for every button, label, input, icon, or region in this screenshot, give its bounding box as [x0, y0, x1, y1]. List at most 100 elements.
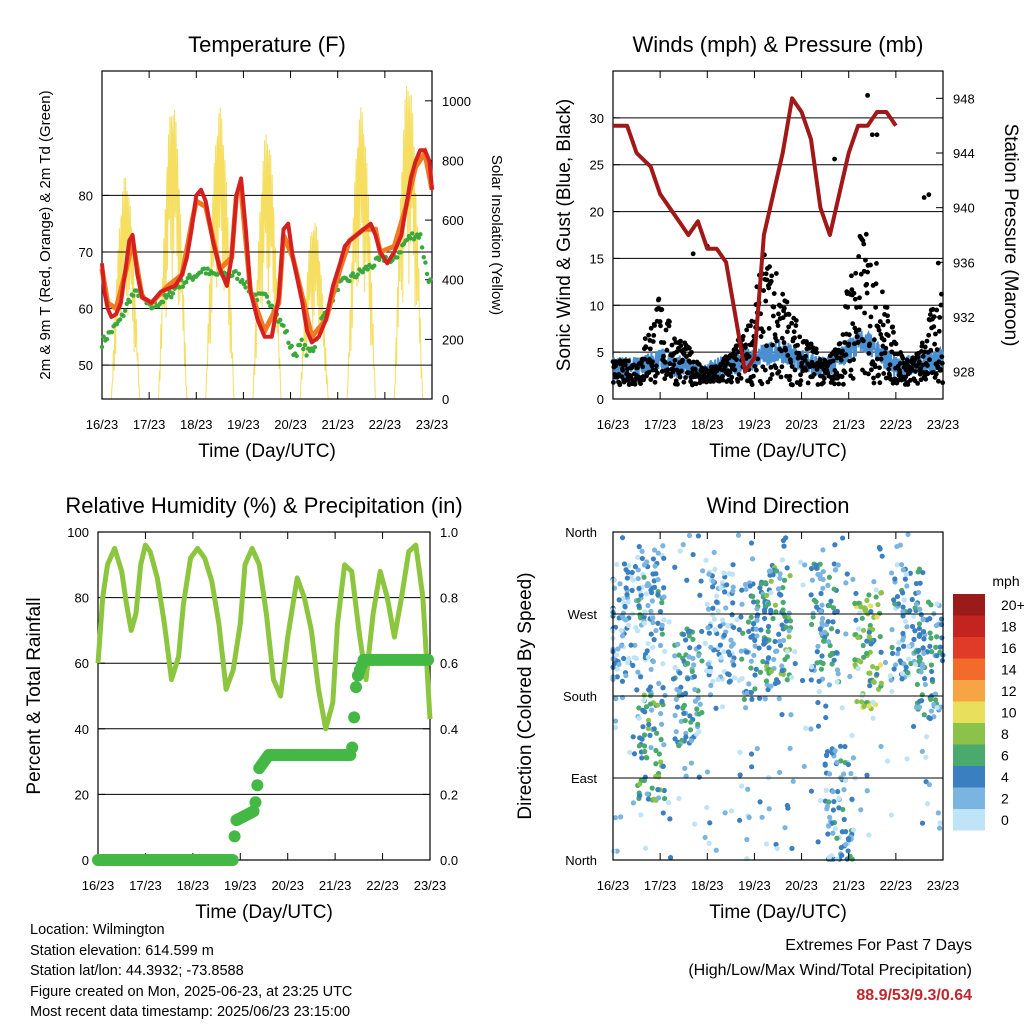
direction-point — [748, 658, 754, 664]
gust-point — [919, 340, 925, 346]
gust-point — [776, 369, 782, 375]
legend-swatch — [953, 744, 985, 766]
direction-point — [659, 721, 665, 727]
direction-point — [617, 581, 623, 587]
direction-point — [687, 628, 693, 634]
direction-point — [631, 655, 637, 661]
direction-point — [647, 732, 653, 738]
gust-point — [760, 364, 766, 370]
gust-point — [646, 332, 652, 338]
direction-point — [697, 592, 703, 598]
direction-point — [830, 807, 837, 813]
direction-point — [714, 593, 720, 599]
direction-point — [927, 715, 933, 722]
gust-point — [661, 353, 666, 359]
gust-point — [788, 360, 794, 365]
direction-point — [891, 597, 897, 603]
direction-point — [835, 671, 841, 677]
direction-point — [780, 585, 786, 591]
direction-point — [801, 763, 807, 770]
direction-point — [650, 615, 656, 621]
direction-point — [827, 814, 833, 820]
gust-point — [926, 192, 932, 198]
direction-point — [792, 660, 798, 667]
direction-point — [779, 622, 785, 628]
direction-point — [691, 662, 697, 668]
legend-swatch — [953, 680, 985, 702]
gust-point — [790, 382, 795, 388]
gust-point — [686, 370, 691, 376]
direction-point — [749, 696, 755, 702]
direction-point — [687, 645, 693, 651]
dewpoint-point — [233, 268, 238, 274]
gust-point — [768, 365, 774, 370]
gust-point — [652, 379, 658, 385]
direction-point — [855, 634, 861, 641]
direction-point — [736, 677, 742, 684]
direction-point — [844, 571, 850, 577]
direction-point — [748, 614, 754, 620]
direction-point — [666, 619, 672, 625]
direction-point — [648, 744, 654, 751]
direction-point — [650, 619, 656, 626]
dewpoint-point — [278, 317, 283, 323]
legend-swatch — [953, 723, 985, 745]
direction-point — [712, 566, 718, 572]
gust-point — [883, 375, 889, 381]
direction-point — [919, 664, 926, 670]
gust-point — [648, 325, 654, 331]
dewpoint-point — [235, 276, 240, 282]
dewpoint-point — [205, 266, 210, 271]
direction-point — [653, 627, 659, 634]
direction-point — [902, 576, 908, 582]
direction-point — [879, 553, 885, 559]
gust-point — [767, 264, 772, 270]
direction-point — [756, 645, 762, 651]
gust-point — [933, 331, 938, 337]
direction-point — [917, 632, 923, 638]
direction-point — [929, 676, 935, 683]
direction-point — [850, 755, 856, 761]
direction-point — [871, 579, 877, 585]
direction-point — [863, 606, 869, 612]
direction-point — [939, 635, 945, 641]
y-axis-label: Direction (Colored By Speed) — [515, 572, 536, 819]
direction-point — [823, 752, 830, 758]
x-tick-label: 18/23 — [177, 878, 210, 893]
gust-point — [802, 357, 808, 363]
direction-point — [745, 786, 751, 792]
direction-point — [920, 569, 926, 576]
gust-point — [648, 377, 654, 382]
direction-point — [644, 755, 650, 761]
direction-point — [768, 590, 774, 596]
direction-point — [810, 614, 816, 620]
direction-point — [867, 622, 873, 629]
direction-point — [852, 600, 858, 606]
direction-point — [837, 743, 844, 749]
gust-point — [884, 305, 890, 310]
direction-point — [681, 702, 688, 708]
gust-point — [765, 379, 771, 385]
direction-point — [839, 705, 845, 711]
direction-point — [802, 725, 809, 731]
direction-point — [721, 632, 727, 638]
direction-point — [635, 597, 641, 603]
direction-point — [777, 571, 783, 577]
direction-point — [919, 820, 926, 826]
direction-point — [643, 591, 649, 597]
direction-point — [728, 637, 734, 643]
gust-point — [865, 92, 870, 98]
direction-point — [646, 721, 652, 728]
direction-point — [689, 668, 695, 675]
direction-point — [618, 814, 624, 820]
direction-point — [937, 820, 943, 826]
gust-point — [657, 319, 663, 324]
direction-point — [779, 663, 785, 669]
direction-point — [731, 662, 737, 668]
direction-point — [764, 592, 770, 598]
x-tick-label: 17/23 — [644, 417, 677, 432]
chart-title: Winds (mph) & Pressure (mb) — [633, 32, 924, 57]
direction-point — [777, 642, 784, 649]
gust-point — [734, 357, 739, 362]
direction-point — [901, 597, 907, 603]
